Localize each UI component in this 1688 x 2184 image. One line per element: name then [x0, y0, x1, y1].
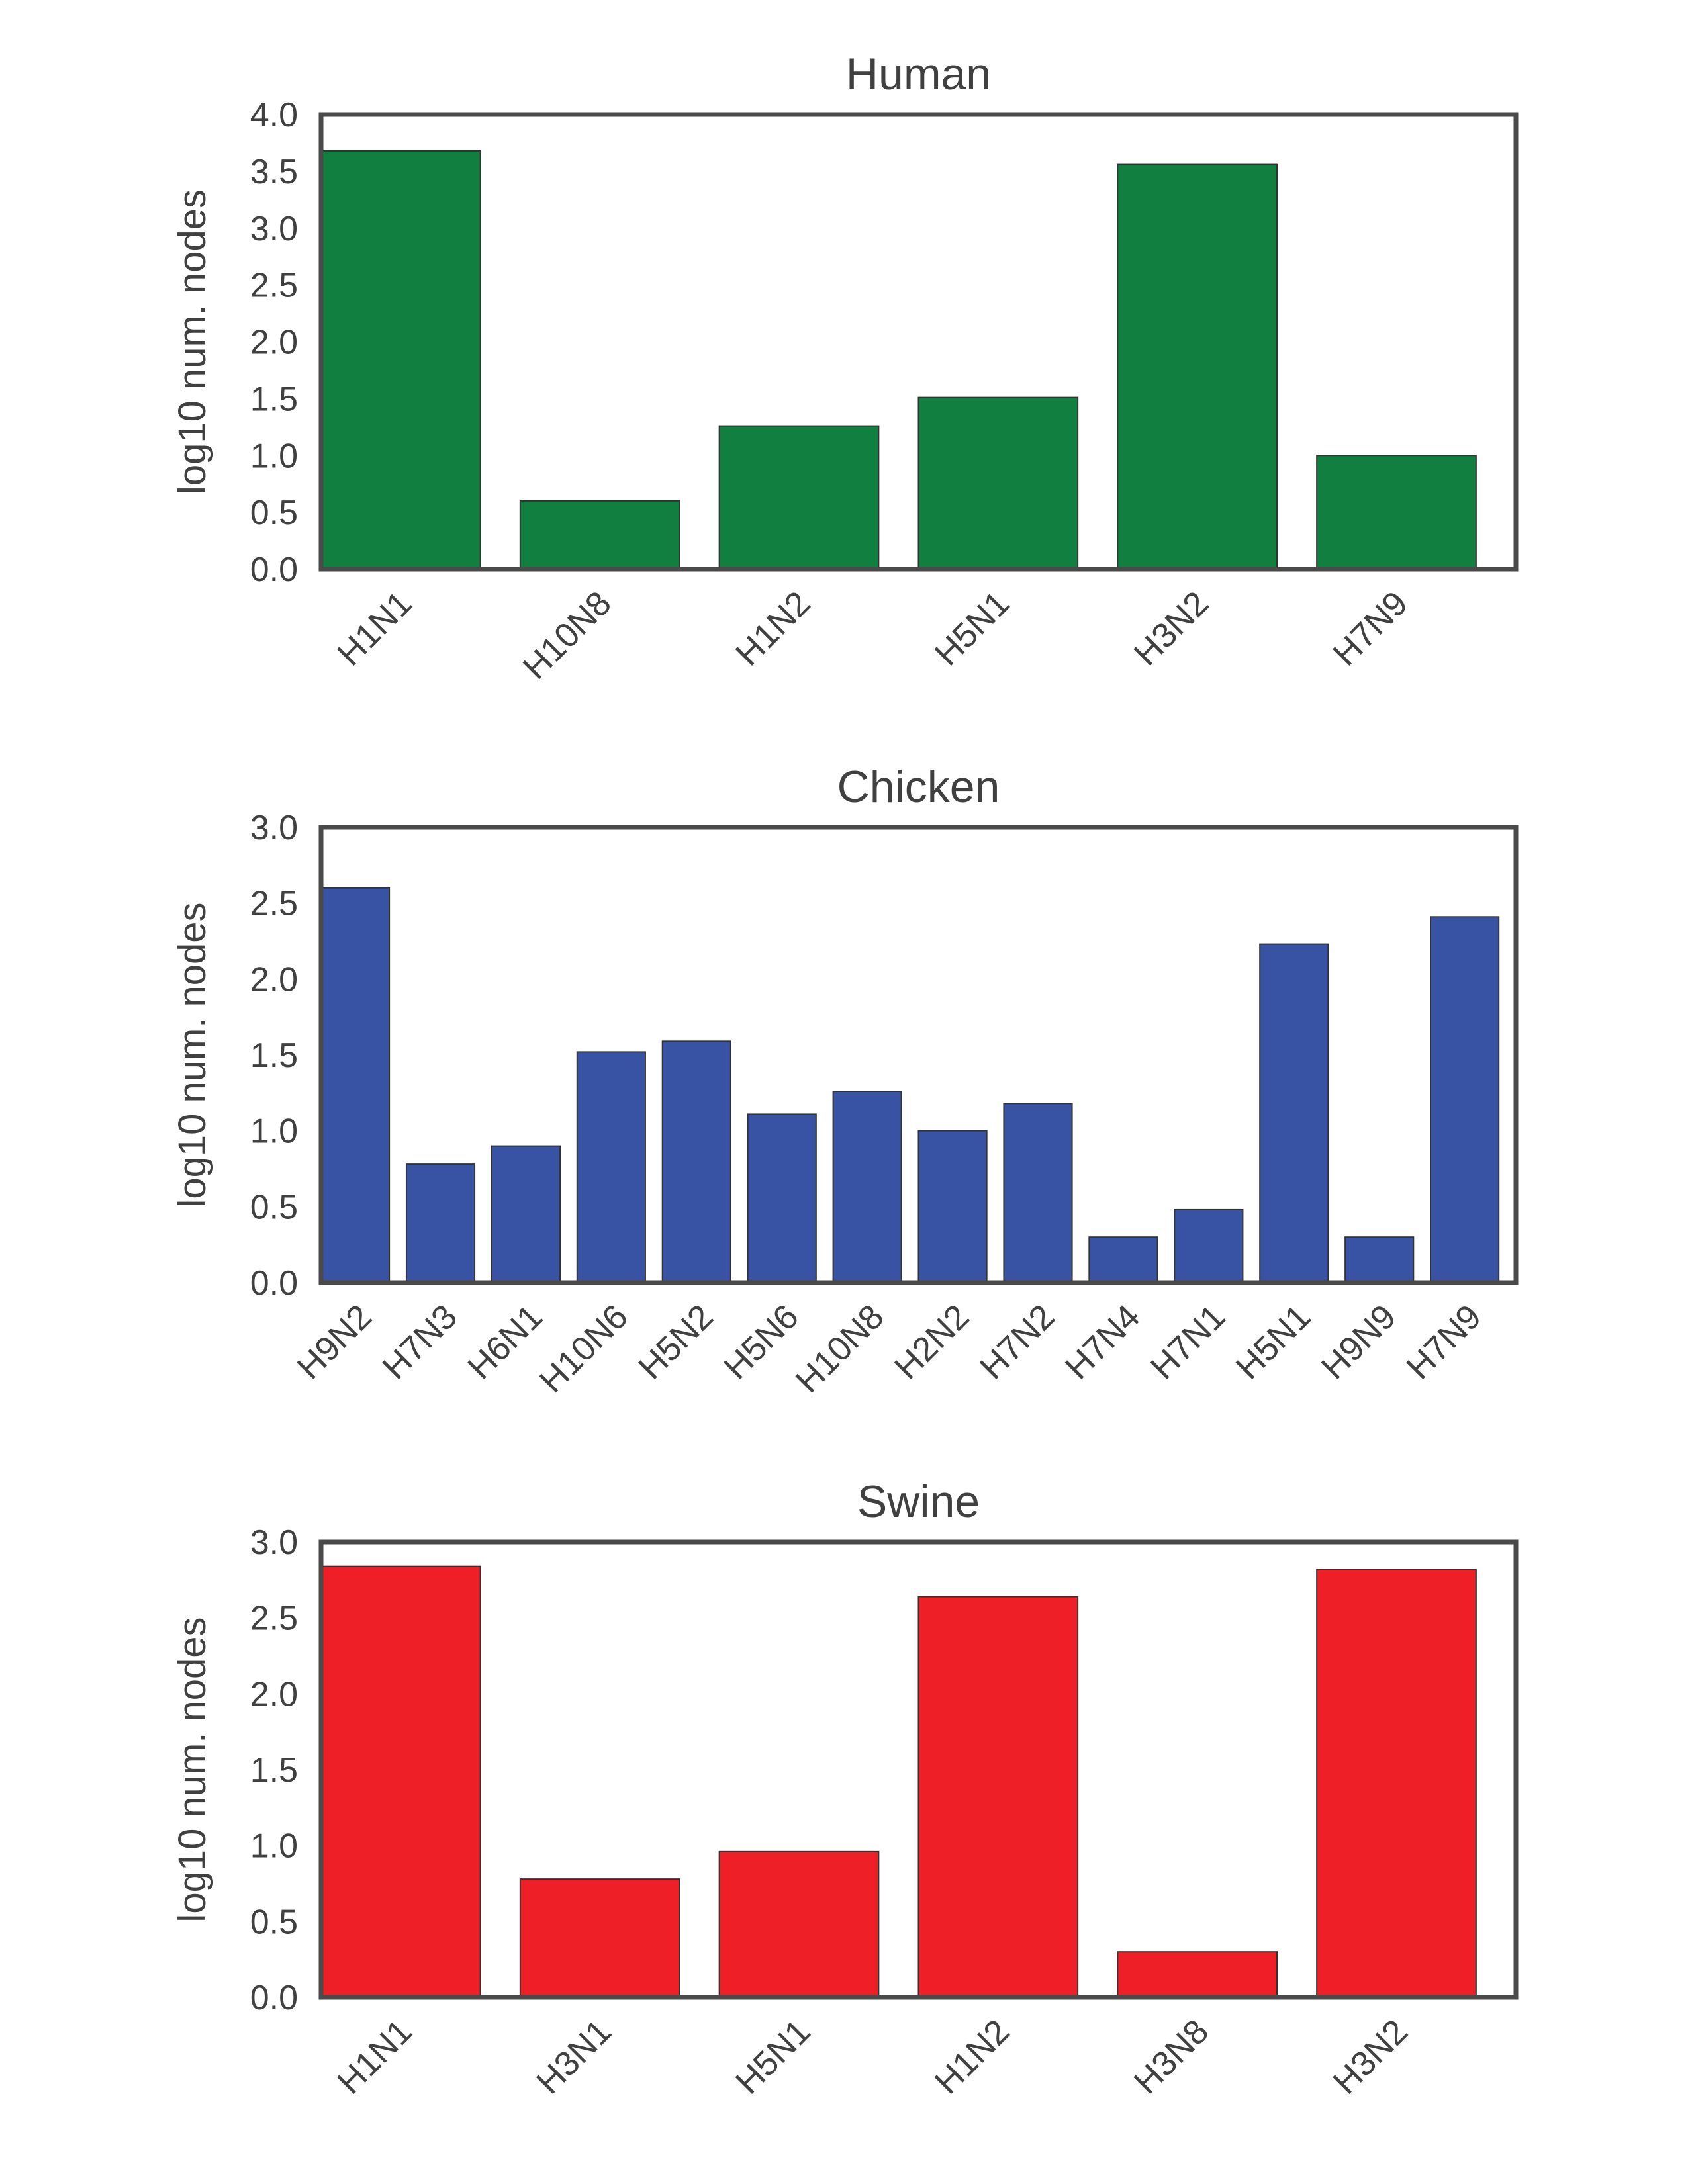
bar-swine-h3n2	[1316, 1569, 1477, 1998]
x-tick-label: H1N2	[927, 2012, 1017, 2101]
x-tick-label: H7N2	[972, 1297, 1062, 1387]
y-tick-label: 0.0	[250, 1979, 298, 2017]
bar-human-h1n2	[718, 425, 880, 570]
bar-swine-h1n2	[917, 1596, 1079, 1999]
chart-title-human: Human	[846, 49, 991, 99]
bar-human-h7n9	[1316, 455, 1477, 570]
y-tick-label: 1.5	[250, 1751, 298, 1790]
y-tick-label: 4.0	[250, 96, 298, 134]
y-tick-label: 3.0	[250, 210, 298, 248]
bar-chicken-h5n1	[1259, 943, 1329, 1283]
x-tick-label: H9N2	[290, 1297, 379, 1387]
x-tick-label: H7N9	[1326, 584, 1415, 673]
x-tick-label: H10N8	[516, 584, 618, 686]
x-tick-label: H5N1	[927, 584, 1017, 673]
chart-human: Human 0.0 0.5 1.0 1.5 2.0 2.5 3.0 3.5 4.0 H1N1 H10N…	[171, 49, 1519, 687]
y-tick-label: 2.5	[250, 267, 298, 305]
bar-swine-h3n8	[1117, 1951, 1278, 1998]
bar-chicken-h7n1	[1174, 1208, 1244, 1284]
x-tick-label: H5N1	[728, 2012, 818, 2101]
bar-chicken-h9n2	[320, 887, 391, 1283]
chart-title-swine: Swine	[857, 1477, 980, 1527]
y-tick-label: 3.0	[250, 809, 298, 847]
x-tick-label: H3N1	[530, 2012, 619, 2101]
bar-swine-h3n1	[519, 1878, 680, 1999]
bar-chicken-h10n8	[832, 1091, 902, 1284]
bar-chicken-h5n6	[747, 1113, 817, 1283]
x-tick-label: H7N1	[1143, 1297, 1233, 1387]
x-tick-label: H10N8	[788, 1297, 891, 1400]
chart-title-chicken: Chicken	[837, 762, 1000, 812]
y-tick-label: 1.0	[250, 1113, 298, 1151]
y-tick-label: 2.5	[250, 1600, 298, 1638]
x-tick-label: H7N4	[1058, 1297, 1147, 1387]
y-tick-label: 1.0	[250, 437, 298, 475]
y-tick-label: 2.0	[250, 1675, 298, 1713]
x-tick-label: H1N1	[330, 2012, 420, 2101]
x-tick-label: H1N2	[728, 584, 818, 673]
bar-chicken-h2n2	[917, 1130, 988, 1283]
y-tick-label: 0.5	[250, 1903, 298, 1941]
y-axis-label-human: log10 num. nodes	[171, 189, 214, 494]
plot-frame-swine	[318, 1539, 1519, 2000]
x-tick-label: H7N9	[1399, 1297, 1489, 1387]
y-tick-label: 1.5	[250, 380, 298, 418]
bar-human-h10n8	[519, 500, 680, 570]
bar-chicken-h7n4	[1088, 1236, 1158, 1283]
chart-chicken: Chicken0.00.51.01.52.02.53.0H9N2H7N3H6N1…	[171, 762, 1519, 1400]
y-tick-label: 0.0	[250, 1264, 298, 1302]
plot-frame-chicken	[318, 825, 1519, 1285]
bar-chicken-h7n3	[405, 1163, 476, 1283]
y-tick-label: 1.5	[250, 1036, 298, 1075]
chart-swine: Swine 0.0 0.5 1.0 1.5 2.0 2.5 3.0 H1N1 H3N1 H5N1 H1…	[171, 1477, 1519, 2101]
x-tick-label: H2N2	[888, 1297, 977, 1387]
bar-chicken-h7n9	[1430, 916, 1500, 1283]
x-tick-label: H5N2	[632, 1297, 721, 1387]
bar-chicken-h5n2	[661, 1040, 731, 1283]
y-tick-label: 0.0	[250, 551, 298, 589]
bar-human-h3n2	[1117, 163, 1278, 570]
y-tick-label: 0.5	[250, 1188, 298, 1226]
x-tick-label: H1N1	[330, 584, 420, 673]
y-tick-label: 0.5	[250, 494, 298, 532]
y-tick-label: 2.5	[250, 885, 298, 923]
y-axis-label-chicken: log10 num. nodes	[171, 902, 214, 1207]
y-tick-label: 3.5	[250, 153, 298, 191]
bar-chicken-h6n1	[491, 1145, 561, 1283]
bar-chicken-h9n9	[1344, 1236, 1415, 1283]
x-tick-label: H9N9	[1314, 1297, 1403, 1387]
x-tick-label: H7N3	[375, 1297, 465, 1387]
plot-frame-human	[318, 112, 1519, 572]
x-tick-label: H3N2	[1127, 584, 1216, 673]
bar-human-h1n1	[320, 150, 481, 570]
bar-chicken-h10n6	[576, 1051, 646, 1283]
x-tick-label: H10N6	[532, 1297, 635, 1400]
bar-chicken-h7n2	[1003, 1103, 1073, 1284]
x-tick-label: H3N8	[1127, 2012, 1216, 2101]
y-axis-label-swine: log10 num. nodes	[171, 1617, 214, 1922]
bar-swine-h5n1	[718, 1850, 880, 1999]
bar-swine-h1n1	[320, 1565, 481, 1998]
y-tick-label: 2.0	[250, 324, 298, 362]
y-tick-label: 3.0	[250, 1524, 298, 1562]
y-tick-label: 2.0	[250, 960, 298, 999]
bar-human-h5n1	[917, 396, 1079, 570]
y-tick-label: 1.0	[250, 1827, 298, 1866]
x-tick-label: H3N2	[1326, 2012, 1415, 2101]
x-tick-label: H5N1	[1229, 1297, 1318, 1387]
